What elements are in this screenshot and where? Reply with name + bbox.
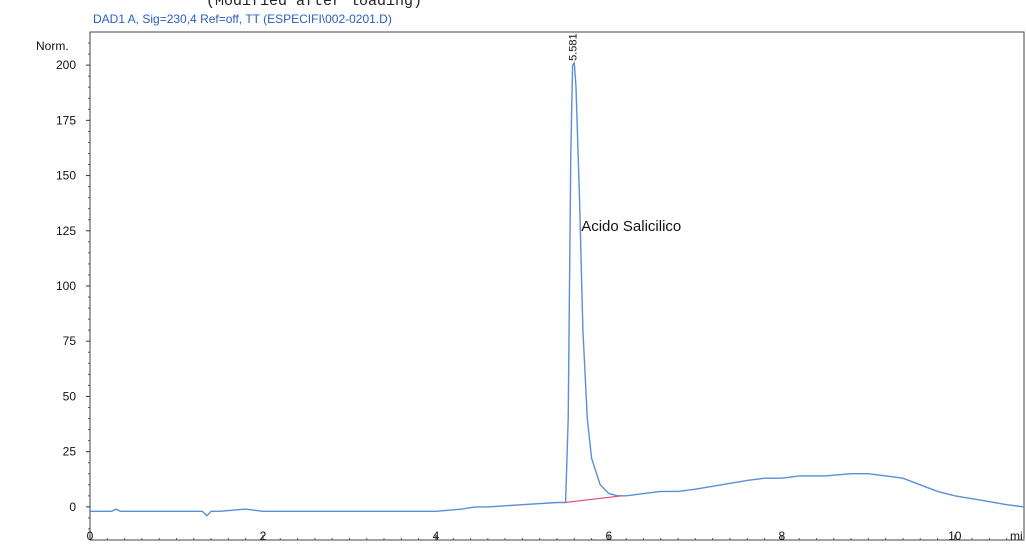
y-tick-label-75: 75: [63, 334, 77, 348]
x-tick-label-10: 10: [948, 529, 962, 543]
peak-compound-label: Acido Salicilico: [581, 218, 681, 235]
x-axis: 0 2 4 6 8 10: [87, 529, 1025, 543]
integration-baseline: [565, 495, 622, 504]
y-axis-label: Norm.: [36, 39, 69, 53]
peak-retention-time-label: 5.581: [568, 33, 580, 61]
y-tick-label-150: 150: [56, 169, 76, 183]
y-tick-label-100: 100: [56, 279, 76, 293]
y-tick-label-25: 25: [63, 445, 77, 459]
x-axis-label: mi: [1010, 529, 1023, 543]
signal-title: DAD1 A, Sig=230,4 Ref=off, TT (ESPECIFI\…: [93, 12, 392, 26]
y-tick-label-125: 125: [56, 224, 76, 238]
plot-frame: [89, 31, 1025, 541]
annotations: 5.581 Acido Salicilico: [568, 33, 682, 234]
modified-note: (Modified after loading): [206, 0, 423, 10]
y-tick-label-0: 0: [69, 500, 76, 514]
y-tick-label-50: 50: [63, 389, 77, 403]
x-tick-label-0: 0: [87, 529, 94, 543]
x-tick-label-4: 4: [433, 529, 440, 543]
x-tick-label-6: 6: [606, 529, 613, 543]
y-tick-label-200: 200: [56, 58, 76, 72]
x-tick-label-8: 8: [779, 529, 786, 543]
y-tick-label-175: 175: [56, 113, 76, 127]
x-tick-label-2: 2: [260, 529, 267, 543]
chromatogram-trace: [90, 61, 1025, 517]
y-axis: 0 25 50 75 100 125 150 175 200: [56, 42, 90, 530]
